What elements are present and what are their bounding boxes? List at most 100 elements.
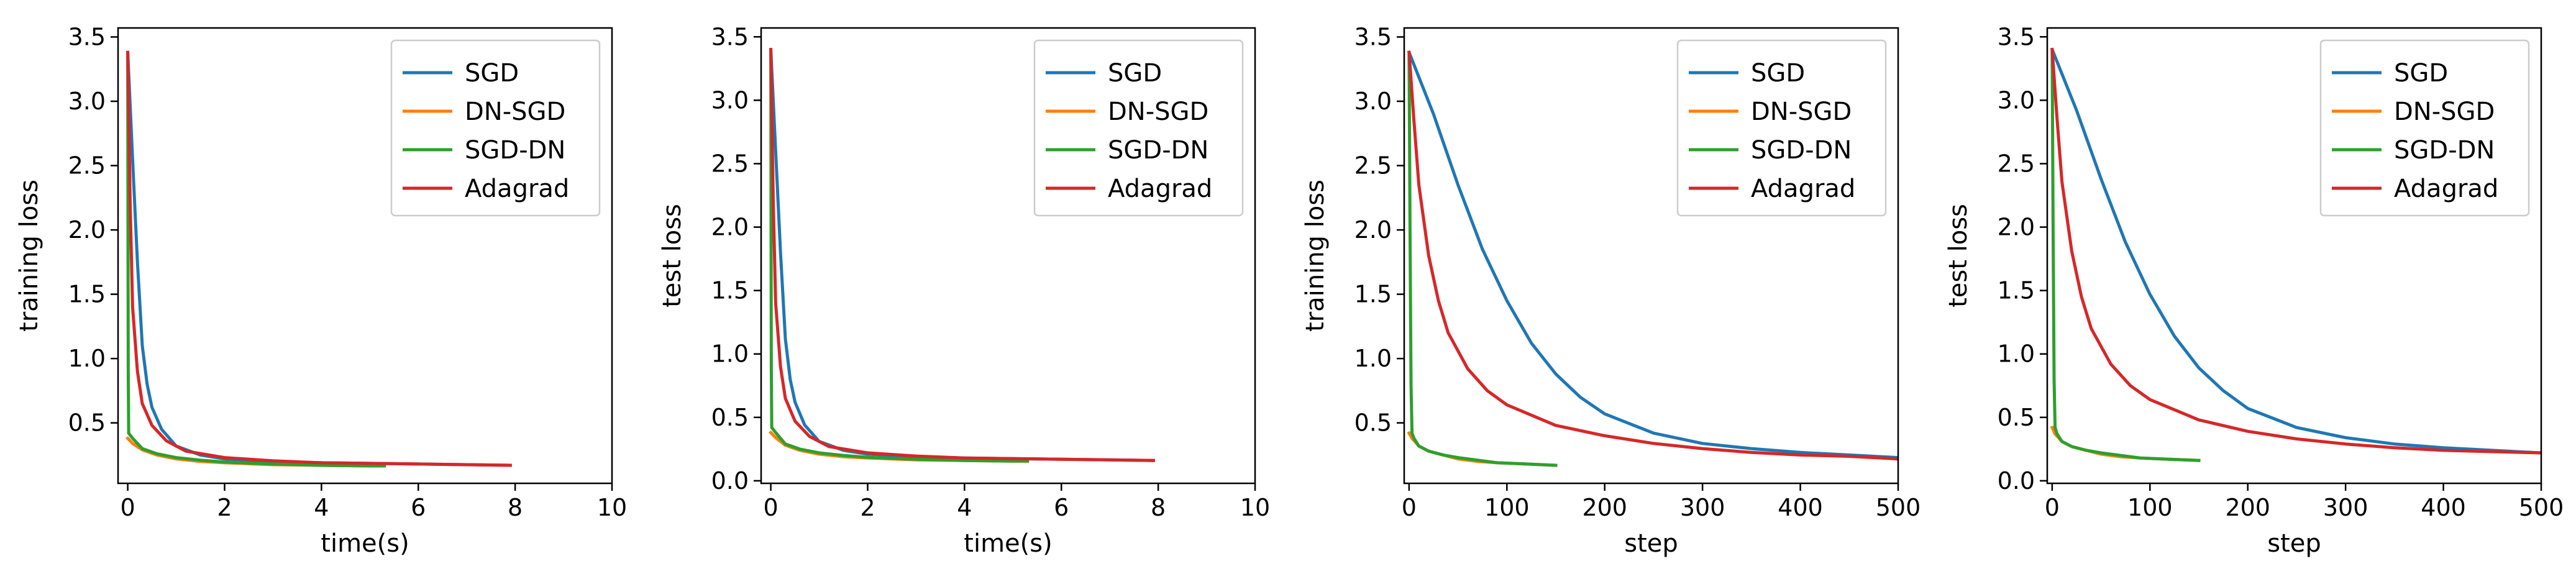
series-line-adagrad — [126, 50, 512, 467]
x-tick-label: 300 — [2323, 494, 2368, 521]
legend-label-dn-sgd: DN-SGD — [1108, 98, 1208, 126]
y-tick-label: 2.5 — [1354, 152, 1392, 180]
legend-label-adagrad: Adagrad — [1108, 175, 1212, 203]
y-axis-label: training loss — [1301, 180, 1330, 332]
legend-box — [2319, 39, 2530, 217]
legend-label-dn-sgd: DN-SGD — [2394, 98, 2495, 126]
legend-label-sgd: SGD — [1108, 59, 1162, 88]
x-tick-label: 400 — [2421, 494, 2466, 521]
y-tick-label: 0.5 — [1354, 409, 1392, 437]
y-axis-label: test loss — [658, 204, 687, 308]
y-tick-label: 3.0 — [1354, 88, 1392, 115]
x-tick-label: 500 — [1876, 494, 1921, 521]
axes-frame — [2046, 27, 2542, 485]
y-tick-label: 2.0 — [1998, 214, 2035, 241]
legend: SGD DN-SGD SGD-DN Adagrad — [1033, 39, 1244, 217]
legend: SGD DN-SGD SGD-DN Adagrad — [390, 39, 601, 217]
legend-label-adagrad: Adagrad — [465, 175, 569, 203]
legend-label-sgd: SGD — [465, 59, 519, 88]
x-tick-label: 0 — [763, 494, 778, 521]
y-tick-label: 3.0 — [1998, 86, 2035, 114]
series-line-adagrad — [1407, 50, 1898, 461]
legend-box — [1033, 39, 1244, 217]
y-tick-label: 1.0 — [711, 340, 749, 368]
axes-frame — [760, 27, 1256, 485]
x-tick-label: 400 — [1778, 494, 1823, 521]
y-tick-label: 2.5 — [68, 152, 106, 180]
y-tick-label: 3.0 — [711, 86, 749, 114]
x-tick-label: 4 — [957, 494, 972, 521]
x-tick-label: 6 — [411, 494, 426, 521]
series-group — [2050, 47, 2541, 462]
chart-panel-2: 0 2 4 6 8 10 0.0 0.5 1.0 1.5 2.0 2.5 3.0 3.5 time(s) te… — [658, 23, 1270, 558]
y-tick-label: 0.0 — [1998, 467, 2035, 495]
y-axis-label: training loss — [15, 180, 43, 332]
chart-panel-3: 0 100 200 300 400 500 0.5 1.0 1.5 2.0 2.5 3.0 3.5 ste… — [1301, 23, 1921, 558]
y-tick-label: 1.5 — [1998, 277, 2035, 304]
chart-panel-1: 0 2 4 6 8 10 0.5 1.0 1.5 2.0 2.5 3.0 3.5 time(s) train… — [15, 23, 627, 558]
legend-label-sgd-dn: SGD-DN — [1108, 136, 1208, 165]
y-tick-label: 0.5 — [1998, 404, 2035, 431]
x-tick-label: 6 — [1054, 494, 1069, 521]
series-line-sgd-dn — [769, 50, 1030, 463]
y-tick-label: 1.0 — [1998, 340, 2035, 368]
y-tick-label: 1.5 — [711, 277, 749, 304]
chart-panel-4: 0 100 200 300 400 500 0.0 0.5 1.0 1.5 2.0 2.5 3.0 3.5… — [1944, 23, 2564, 558]
y-tick-label: 2.0 — [711, 214, 749, 241]
series-line-sgd-dn — [126, 53, 386, 468]
y-tick-label: 3.5 — [68, 23, 106, 50]
axes-frame — [1403, 27, 1899, 485]
y-tick-label: 1.5 — [1354, 281, 1392, 308]
series-line-sgd — [1407, 50, 1898, 460]
legend: SGD DN-SGD SGD-DN Adagrad — [2319, 39, 2530, 217]
y-tick-label: 3.5 — [1354, 23, 1392, 50]
legend-label-sgd: SGD — [2394, 59, 2448, 88]
series-group — [1407, 50, 1898, 467]
x-tick-label: 4 — [314, 494, 329, 521]
legend-label-dn-sgd: DN-SGD — [1751, 98, 1852, 126]
x-tick-label: 8 — [508, 494, 523, 521]
legend-box — [390, 39, 601, 217]
y-tick-label: 1.5 — [68, 281, 106, 308]
legend-box — [1676, 39, 1887, 217]
x-tick-label: 200 — [2225, 494, 2270, 521]
y-tick-label: 1.0 — [1354, 345, 1392, 372]
series-line-adagrad — [769, 48, 1155, 462]
x-axis-label: step — [2267, 529, 2321, 558]
x-axis-label: time(s) — [321, 529, 409, 558]
x-tick-label: 500 — [2519, 494, 2564, 521]
y-tick-label: 2.0 — [1354, 216, 1392, 244]
series-line-sgd-dn — [1407, 53, 1558, 467]
x-tick-label: 300 — [1680, 494, 1725, 521]
legend: SGD DN-SGD SGD-DN Adagrad — [1676, 39, 1887, 217]
x-tick-label: 0 — [1402, 494, 1417, 521]
x-tick-label: 0 — [120, 494, 135, 521]
legend-label-sgd: SGD — [1751, 59, 1805, 88]
y-tick-label: 3.5 — [1998, 23, 2035, 50]
x-tick-label: 2 — [860, 494, 875, 521]
series-group — [769, 48, 1155, 463]
x-tick-label: 200 — [1582, 494, 1627, 521]
legend-label-sgd-dn: SGD-DN — [1751, 136, 1852, 165]
x-tick-label: 10 — [1240, 494, 1270, 521]
y-tick-label: 3.5 — [711, 23, 749, 50]
y-axis-label: test loss — [1944, 204, 1973, 308]
y-tick-label: 0.5 — [711, 404, 749, 431]
x-axis-label: step — [1624, 529, 1678, 558]
series-line-sgd — [2050, 47, 2541, 455]
y-tick-label: 0.5 — [68, 409, 106, 437]
legend-label-adagrad: Adagrad — [2394, 175, 2498, 203]
series-group — [126, 50, 512, 468]
legend-label-dn-sgd: DN-SGD — [465, 98, 565, 126]
x-tick-label: 10 — [597, 494, 627, 521]
y-tick-label: 2.5 — [1998, 150, 2035, 177]
x-axis-label: time(s) — [964, 529, 1052, 558]
y-tick-label: 2.0 — [68, 216, 106, 244]
x-tick-label: 0 — [2045, 494, 2060, 521]
legend-label-adagrad: Adagrad — [1751, 175, 1855, 203]
legend-label-sgd-dn: SGD-DN — [2394, 136, 2495, 165]
x-tick-label: 8 — [1151, 494, 1166, 521]
x-tick-label: 2 — [217, 494, 232, 521]
legend-label-sgd-dn: SGD-DN — [465, 136, 565, 165]
